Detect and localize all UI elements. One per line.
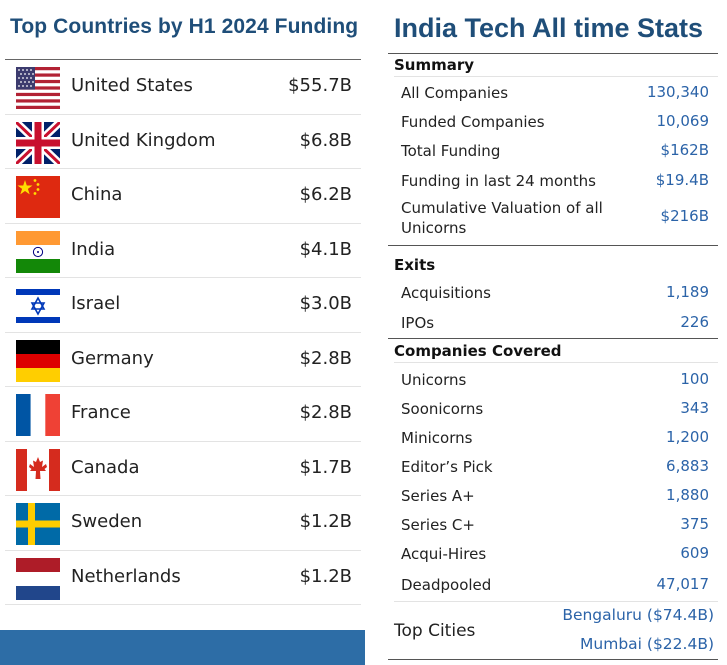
country-name: France (71, 402, 131, 423)
stat-value: $162B (660, 141, 709, 159)
stat-value: 1,880 (666, 486, 709, 504)
country-row: China $6.2B (5, 169, 361, 224)
country-funding: $2.8B (299, 347, 352, 369)
section-divider (388, 245, 718, 246)
israel-flag-icon (16, 285, 60, 327)
country-name: India (71, 238, 116, 260)
country-name: United States (71, 75, 193, 96)
country-funding: $3.0B (299, 293, 352, 314)
stat-label: Funded Companies (401, 113, 545, 131)
top-city-value: Bengaluru ($74.4B) (562, 606, 714, 624)
stat-value: 226 (680, 313, 709, 331)
country-name: Israel (71, 293, 121, 314)
row-divider (394, 76, 718, 77)
stat-value: 1,189 (666, 283, 709, 301)
stat-label: Funding in last 24 months (401, 172, 596, 190)
france-flag-icon (16, 394, 60, 436)
row-divider (394, 362, 718, 363)
row-divider (394, 601, 718, 602)
country-funding: $6.8B (299, 129, 352, 151)
footer-bar (0, 630, 365, 665)
section-divider (388, 338, 718, 339)
netherlands-flag-icon (16, 557, 60, 600)
stat-label: Acquisitions (401, 284, 491, 302)
stat-label: Total Funding (401, 142, 501, 160)
china-flag-icon (16, 176, 60, 218)
country-row: Germany $2.8B (5, 333, 361, 387)
canada-flag-icon (16, 448, 60, 491)
us-flag-icon (16, 67, 60, 109)
country-name: Sweden (71, 511, 143, 532)
country-funding: $1.2B (299, 511, 352, 532)
country-row: India $4.1B (5, 224, 361, 278)
stat-label: Series A+ (401, 487, 475, 505)
top-countries-title: Top Countries by H1 2024 Funding (10, 15, 359, 38)
stat-value: 10,069 (656, 112, 710, 130)
india-tech-stats-panel: India Tech All time Stats Summary All Co… (388, 0, 727, 665)
country-name: United Kingdom (71, 129, 216, 151)
countries-list: United States $55.7B United Kingdom $6.8… (5, 60, 361, 605)
stat-label: Acqui-Hires (401, 545, 487, 563)
stat-value: 47,017 (656, 575, 710, 593)
stat-value: $19.4B (655, 171, 709, 189)
stat-label: Deadpooled (401, 576, 492, 594)
country-row: Canada $1.7B (5, 442, 361, 496)
exits-heading: Exits (394, 256, 436, 274)
country-row: France $2.8B (5, 387, 361, 442)
stat-value: 130,340 (646, 83, 709, 101)
section-divider (388, 659, 718, 660)
country-row: United States $55.7B (5, 60, 361, 115)
country-name: Germany (71, 347, 154, 369)
country-funding: $1.2B (299, 565, 352, 587)
country-name: Netherlands (71, 565, 181, 587)
country-row: Sweden $1.2B (5, 496, 361, 551)
title-divider (388, 53, 718, 54)
country-row: United Kingdom $6.8B (5, 115, 361, 169)
title-divider (5, 59, 361, 60)
top-cities-label: Top Cities (394, 621, 476, 641)
stat-label: All Companies (401, 84, 509, 102)
stat-value: $216B (660, 207, 709, 225)
top-city-value: Mumbai ($22.4B) (580, 635, 714, 653)
country-name: Canada (71, 456, 140, 478)
stat-value: 375 (680, 515, 709, 533)
country-funding: $4.1B (299, 238, 352, 260)
stat-label: Editor’s Pick (401, 458, 493, 476)
country-name: China (71, 184, 123, 205)
country-funding: $1.7B (299, 456, 352, 478)
country-row: Israel $3.0B (5, 278, 361, 333)
summary-heading: Summary (394, 56, 475, 74)
stat-value: 6,883 (666, 457, 709, 475)
uk-flag-icon (16, 121, 60, 164)
stat-value: 343 (680, 399, 709, 417)
country-row: Netherlands $1.2B (5, 551, 361, 605)
country-funding: $6.2B (299, 184, 352, 205)
sweden-flag-icon (16, 503, 60, 545)
top-countries-panel: Top Countries by H1 2024 Funding (0, 15, 365, 665)
stat-label: IPOs (401, 314, 435, 332)
stat-value: 609 (680, 544, 709, 562)
germany-flag-icon (16, 339, 60, 382)
stat-value: 100 (680, 370, 709, 388)
stat-label: Minicorns (401, 429, 473, 447)
companies-covered-heading: Companies Covered (394, 342, 562, 360)
india-stats-title: India Tech All time Stats (394, 13, 704, 43)
india-flag-icon (16, 230, 60, 273)
stat-label: Series C+ (401, 516, 475, 534)
stat-label: Unicorns (401, 371, 467, 389)
country-funding: $55.7B (288, 75, 352, 96)
stat-value: 1,200 (666, 428, 709, 446)
stat-label: Soonicorns (401, 400, 484, 418)
stat-label: Cumulative Valuation of all Unicorns (401, 199, 603, 237)
country-funding: $2.8B (299, 402, 352, 423)
